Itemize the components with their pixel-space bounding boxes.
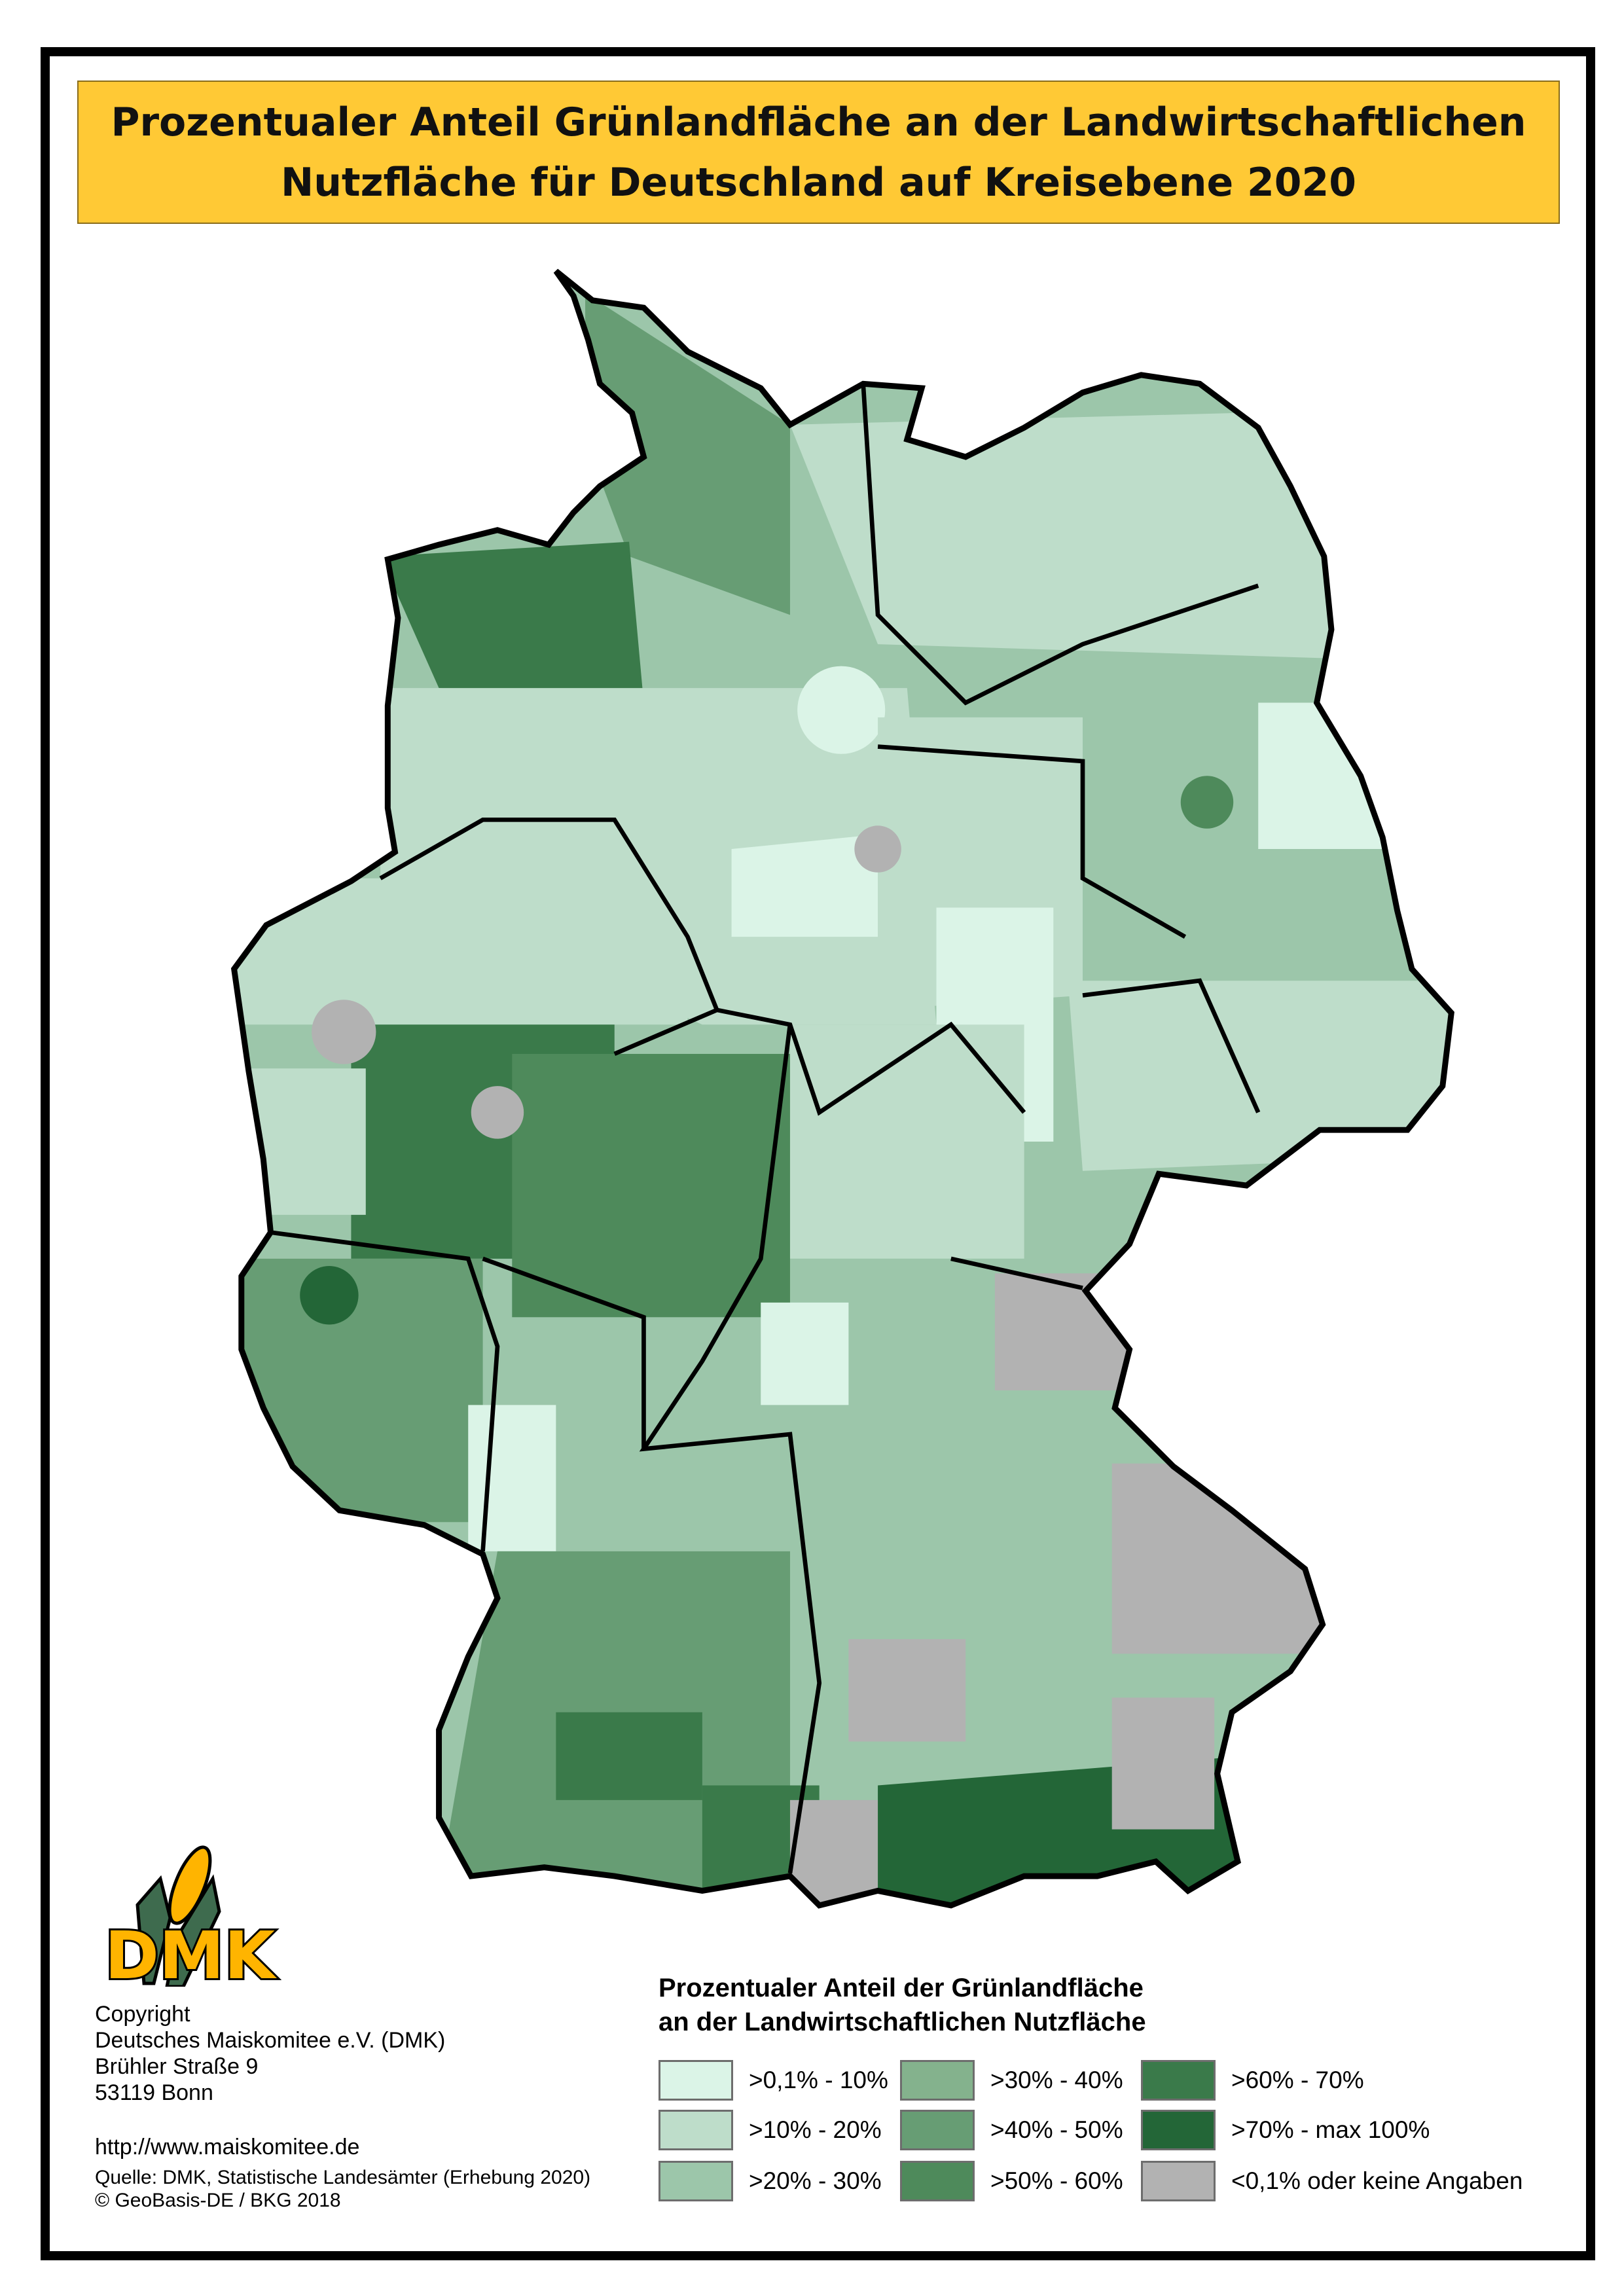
copyright-label: Copyright (95, 2002, 190, 2027)
legend-item: >70% - max 100% (1141, 2110, 1430, 2150)
legend-label: >20% - 30% (749, 2167, 882, 2194)
legend-item: >50% - 60% (900, 2161, 1123, 2201)
region-light (761, 1302, 849, 1405)
page-frame (41, 47, 1595, 2260)
legend-swatch (900, 2161, 975, 2201)
org-name: Deutsches Maiskomitee e.V. (DMK) (95, 2028, 446, 2053)
region-no-data (471, 1086, 524, 1139)
region-dark (300, 1266, 359, 1325)
region-rheinland-pfalz (234, 1258, 483, 1523)
legend-label: <0,1% oder keine Angaben (1231, 2167, 1523, 2194)
legend-title-line-2: an der Landwirtschaftlichen Nutzfläche (659, 2008, 1146, 2036)
region-no-data (1111, 1697, 1215, 1830)
street: Brühler Straße 9 (95, 2054, 259, 2079)
legend-swatch (900, 2110, 975, 2150)
region-no-data (789, 1799, 878, 1906)
legend-label: >30% - 40% (990, 2067, 1123, 2093)
region-no-data (312, 1000, 376, 1064)
region-no-data (848, 1639, 966, 1742)
region-mecklenburg (789, 410, 1346, 659)
legend-swatch (659, 2110, 733, 2150)
legend-swatch (1141, 2110, 1216, 2150)
dmk-logo-text: DMK (105, 1917, 278, 1987)
region-nrw-north (234, 878, 688, 1025)
region-schwarzwald (556, 1712, 702, 1800)
region-light (468, 1405, 556, 1551)
legend-swatch (1141, 2161, 1216, 2201)
legend-swatch (1141, 2060, 1216, 2101)
region-light (731, 834, 878, 937)
legend-item: <0,1% oder keine Angaben (1141, 2161, 1523, 2201)
region-no-data (994, 1273, 1127, 1391)
region-hessen (512, 1053, 790, 1318)
title-banner: Prozentualer Anteil Grünlandfläche an de… (77, 81, 1560, 224)
region-schleswig-holstein (585, 293, 790, 615)
state-borders (270, 384, 1261, 1874)
legend-item: >60% - 70% (1141, 2060, 1364, 2101)
city: 53119 Bonn (95, 2080, 213, 2105)
legend-label: >10% - 20% (749, 2116, 882, 2143)
legend-label: >70% - max 100% (1231, 2116, 1430, 2143)
legend-item: >20% - 30% (659, 2161, 882, 2201)
legend-swatch (900, 2060, 975, 2101)
region-thueringen (789, 1024, 1024, 1259)
region-light (1258, 702, 1390, 850)
corn-leaf-icon (135, 1875, 172, 1985)
legend-label: >0,1% - 10% (749, 2067, 888, 2093)
legend-item: >30% - 40% (900, 2060, 1123, 2101)
legend-swatch (659, 2060, 733, 2101)
legend-label: >50% - 60% (990, 2167, 1123, 2194)
region-no-data (1111, 1463, 1331, 1654)
source-note: Quelle: DMK, Statistische Landesämter (E… (95, 2167, 591, 2188)
dmk-logo: DMK (103, 1845, 280, 1987)
title-line-2: Nutzfläche für Deutschland auf Kreiseben… (280, 159, 1357, 206)
region-sachsen (1068, 981, 1449, 1171)
region-light (248, 1068, 366, 1215)
legend-item: >10% - 20% (659, 2110, 882, 2150)
legend-item: >40% - 50% (900, 2110, 1123, 2150)
region-berlin (1180, 776, 1234, 829)
corn-cob-icon (168, 1845, 212, 1925)
legend-item: >0,1% - 10% (659, 2060, 888, 2101)
region-no-data (854, 825, 901, 873)
geobasis-note: © GeoBasis-DE / BKG 2018 (95, 2190, 341, 2211)
legend-swatch (659, 2161, 733, 2201)
corn-leaf-icon (165, 1874, 221, 1987)
legend-title-line-1: Prozentualer Anteil der Grünlandfläche (659, 1974, 1144, 2002)
region-light (797, 666, 886, 754)
legend-label: >60% - 70% (1231, 2067, 1364, 2093)
website-link[interactable]: http://www.maiskomitee.de (95, 2135, 360, 2159)
legend-label: >40% - 50% (990, 2116, 1123, 2143)
region-ostfriesland (380, 541, 644, 703)
title-line-1: Prozentualer Anteil Grünlandfläche an de… (111, 99, 1526, 145)
